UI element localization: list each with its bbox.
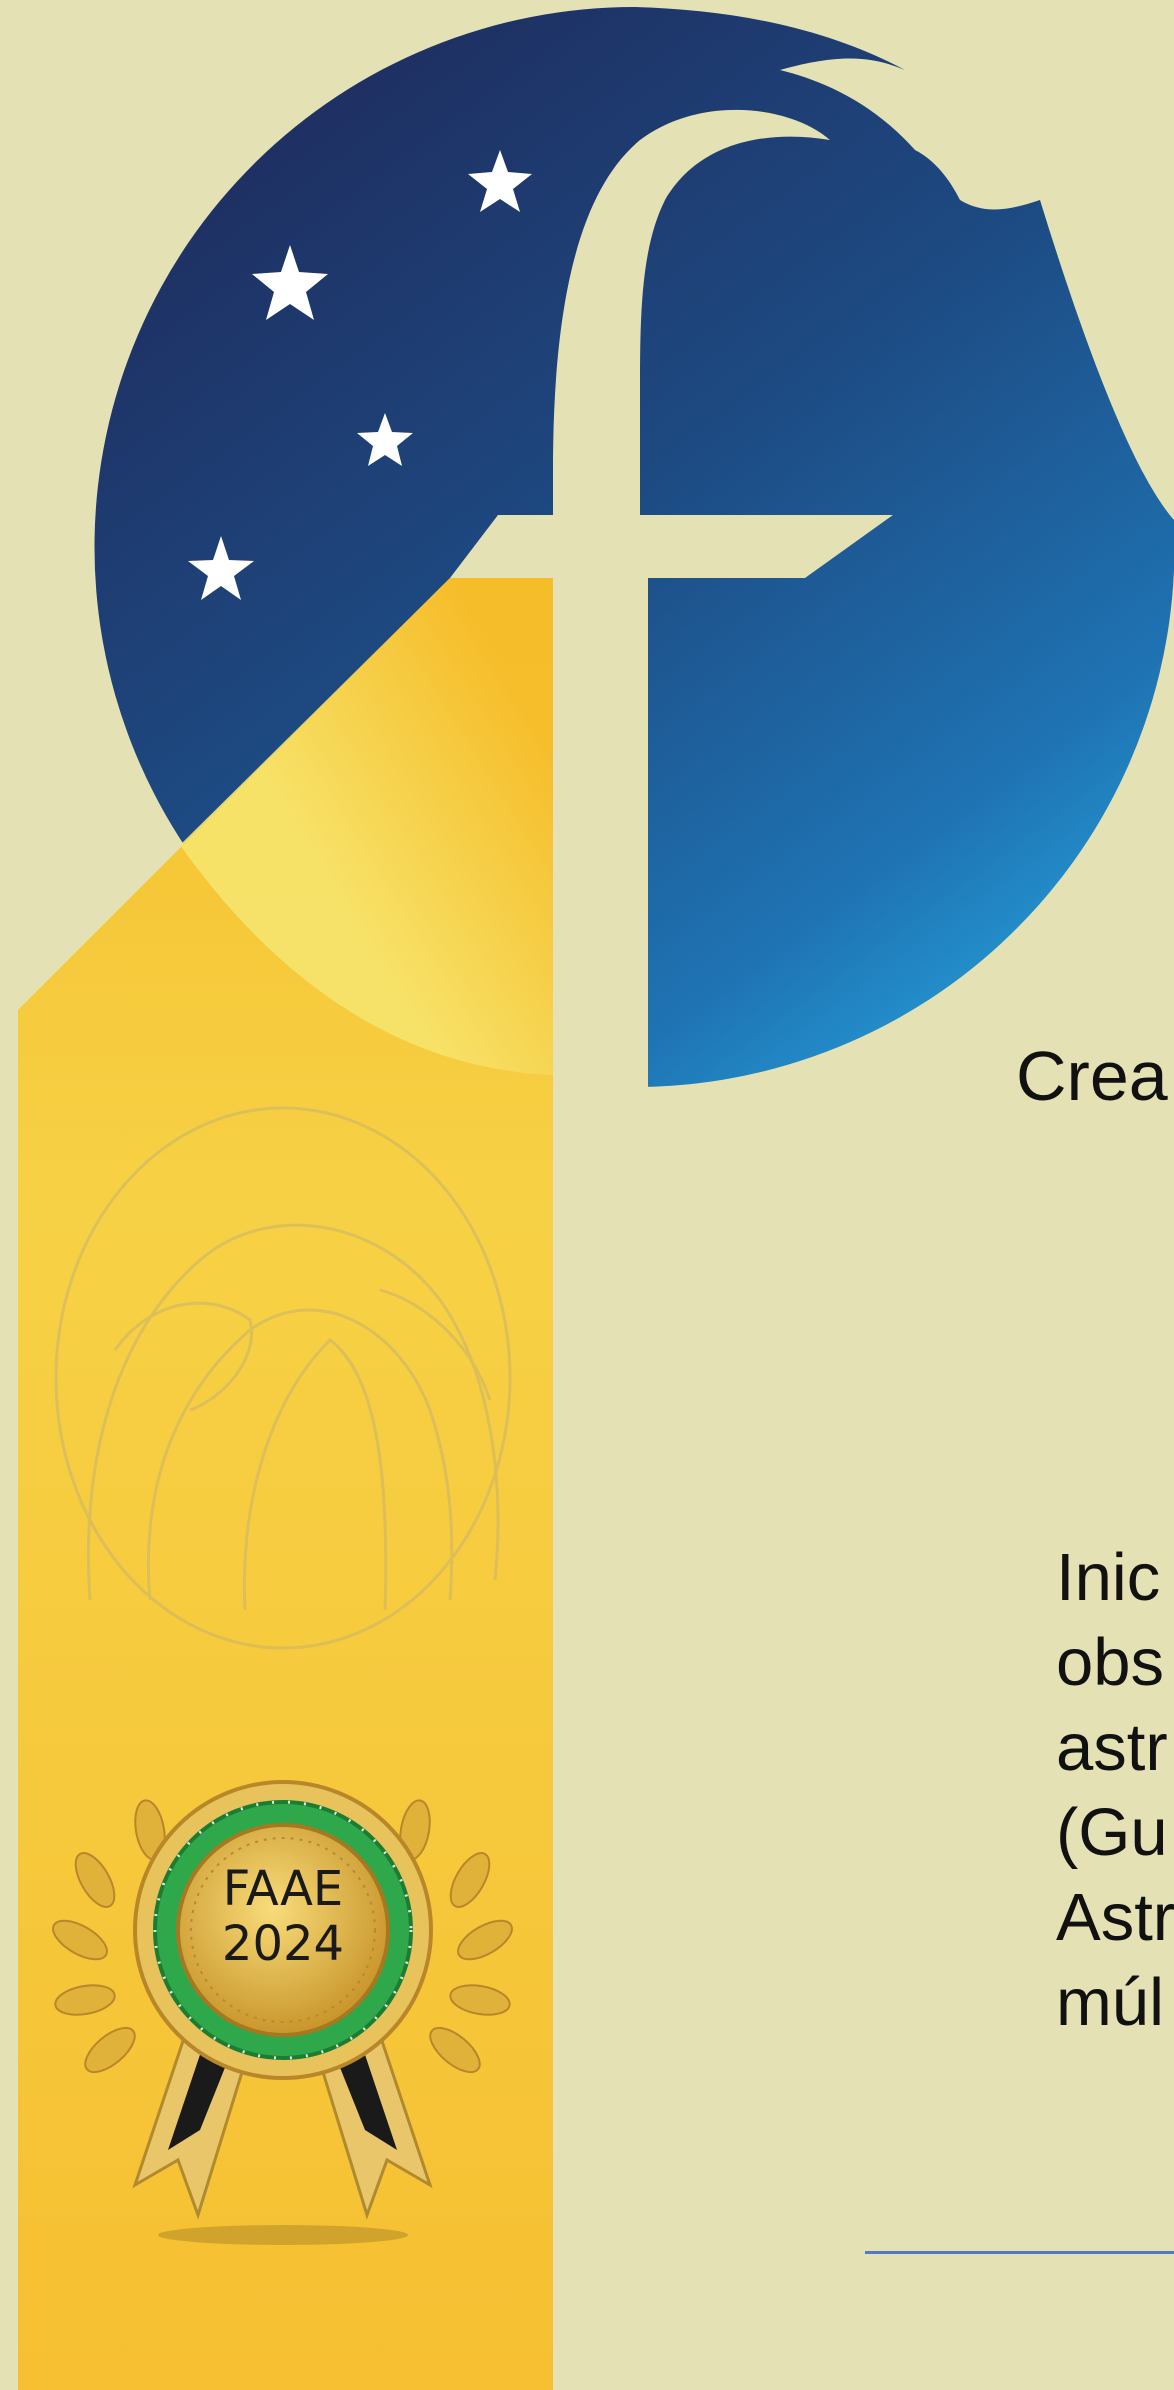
award-rosette-icon: FAAE 2024 [52,1780,513,2245]
award-badge-label: FAAE [223,1861,344,1917]
star-icon [468,150,532,212]
intro-line: obs [1056,1625,1165,1700]
intro-line: Astr [1056,1880,1174,1955]
letter-f-logo [450,109,893,1090]
award-badge-year: 2024 [222,1916,344,1972]
intro-line: múl [1056,1965,1164,2040]
intro-line: (Gu [1056,1795,1168,1870]
star-icon [252,245,328,320]
star-icon [188,536,254,600]
intro-line: astr [1056,1710,1168,1785]
intro-paragraph: Inic obs astr (Gu Astr múl [1056,1535,1174,2045]
tagline-text: Crea [1016,1037,1168,1115]
dome-emblem-icon [54,1106,512,1650]
gold-banner [18,578,553,2390]
section-divider [865,2251,1174,2254]
star-icon [357,413,413,466]
intro-line: Inic [1056,1540,1161,1615]
